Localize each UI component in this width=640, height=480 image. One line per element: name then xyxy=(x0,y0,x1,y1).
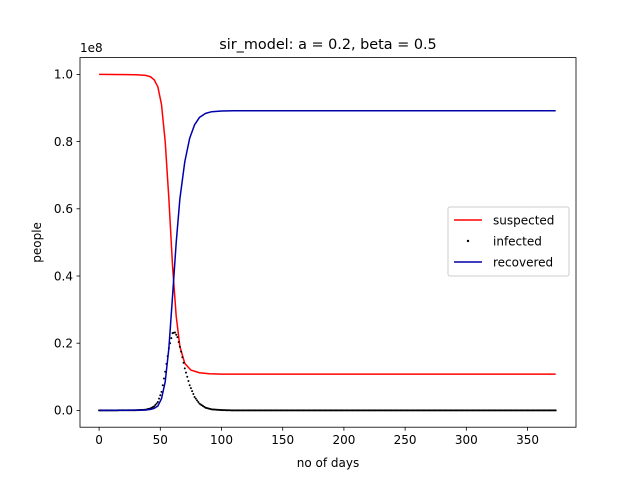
data-point xyxy=(180,350,183,353)
data-point xyxy=(192,393,195,396)
y-tick-label: 0.2 xyxy=(54,337,73,351)
data-point xyxy=(188,384,191,387)
y-tick-label: 0.8 xyxy=(54,135,73,149)
data-point xyxy=(182,361,185,364)
data-point xyxy=(156,401,159,403)
legend-label-suspected: suspected xyxy=(493,214,554,228)
data-point xyxy=(196,399,199,402)
x-tick-label: 200 xyxy=(332,433,355,447)
data-point xyxy=(162,377,165,380)
data-point xyxy=(181,356,184,359)
data-point xyxy=(161,384,164,387)
data-point xyxy=(185,371,188,374)
data-point xyxy=(158,397,161,400)
x-tick-label: 50 xyxy=(153,433,168,447)
y-axis: 0.0 0.2 0.4 0.6 0.8 1.0 xyxy=(54,68,80,418)
legend-label-recovered: recovered xyxy=(493,256,553,270)
data-point xyxy=(173,331,176,334)
y-axis-label: people xyxy=(30,222,44,263)
series-line-recovered xyxy=(99,109,556,412)
x-tick-label: 250 xyxy=(394,433,417,447)
data-point xyxy=(554,409,557,412)
chart-title: sir_model: a = 0.2, beta = 0.5 xyxy=(219,37,436,53)
legend-label-infected: infected xyxy=(493,235,542,249)
data-point xyxy=(177,340,180,343)
series-line-suspected xyxy=(99,73,556,375)
data-point xyxy=(170,337,173,340)
x-tick-label: 350 xyxy=(516,433,539,447)
plot-frame xyxy=(79,57,577,428)
data-point xyxy=(159,394,162,397)
legend-frame xyxy=(447,206,570,277)
y-tick-label: 0.0 xyxy=(54,404,73,418)
y-tick-label: 0.6 xyxy=(54,202,73,216)
data-point xyxy=(191,390,194,393)
data-point xyxy=(154,403,157,406)
y-offset-text: 1e8 xyxy=(80,41,103,55)
x-axis: 0 50 100 150 200 250 300 350 xyxy=(95,427,539,447)
data-point xyxy=(178,345,181,348)
data-point xyxy=(183,367,186,370)
y-tick-label: 1.0 xyxy=(54,68,73,82)
legend-marker-infected xyxy=(466,239,470,243)
x-tick-label: 100 xyxy=(210,433,233,447)
data-point xyxy=(175,333,178,336)
x-tick-label: 300 xyxy=(455,433,478,447)
x-axis-label: no of days xyxy=(297,456,359,470)
legend: suspected infected recovered xyxy=(447,206,570,277)
data-point xyxy=(176,336,179,339)
data-point xyxy=(193,395,196,398)
x-tick-label: 150 xyxy=(271,433,294,447)
data-point xyxy=(160,390,163,393)
series-layer xyxy=(98,73,557,412)
data-point xyxy=(187,380,190,382)
data-point xyxy=(194,397,197,400)
data-point xyxy=(153,405,156,408)
data-point xyxy=(189,387,192,390)
x-tick-label: 0 xyxy=(95,433,103,447)
data-point xyxy=(155,402,158,405)
y-tick-label: 0.4 xyxy=(54,269,73,283)
data-point xyxy=(197,401,200,403)
data-point xyxy=(186,375,189,378)
